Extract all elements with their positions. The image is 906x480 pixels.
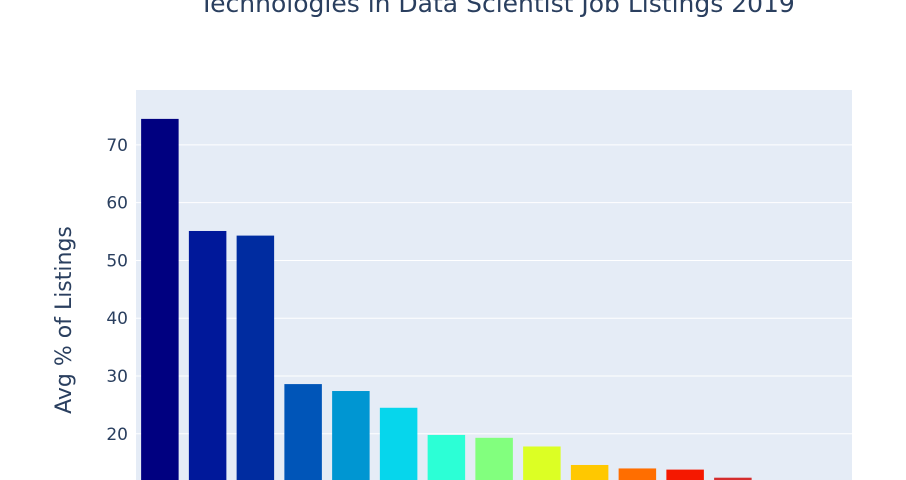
bar: [666, 469, 704, 480]
bar: [236, 235, 275, 480]
bar: [332, 391, 370, 480]
y-axis-title: Avg % of Listings: [52, 226, 77, 414]
bar: [570, 464, 609, 480]
bar: [618, 468, 657, 480]
bar: [427, 434, 466, 480]
bar: [714, 477, 752, 480]
y-tick-label: 70: [106, 136, 128, 156]
bar: [379, 407, 418, 480]
bar: [523, 446, 561, 480]
chart-title: Technologies in Data Scientist Job Listi…: [198, 0, 795, 18]
y-tick-label: 40: [106, 309, 128, 329]
y-tick-label: 20: [106, 425, 128, 445]
bar: [284, 384, 322, 480]
bar: [188, 230, 227, 480]
bars: [141, 118, 752, 480]
y-axis-ticks: 20 30 40 50 60 70: [106, 136, 128, 445]
y-tick-label: 30: [106, 367, 128, 387]
y-tick-label: 60: [106, 194, 128, 214]
bar: [141, 118, 179, 480]
y-tick-label: 50: [106, 251, 128, 271]
bar: [475, 437, 513, 480]
